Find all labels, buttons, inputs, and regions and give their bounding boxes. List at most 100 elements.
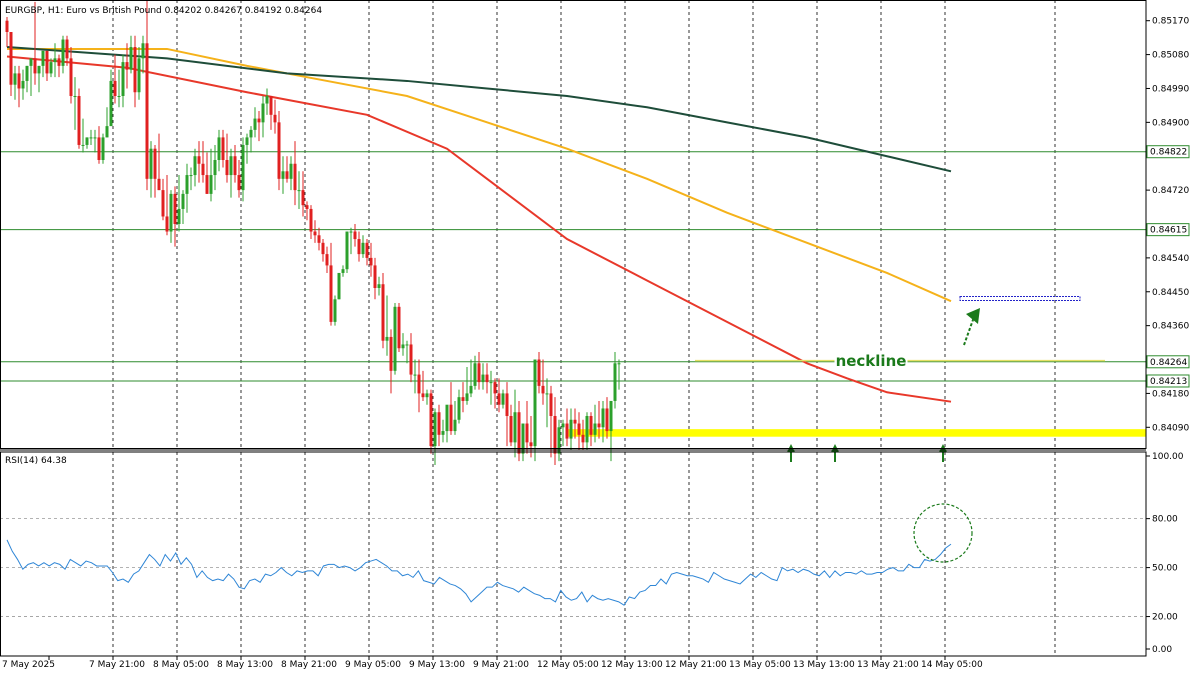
candle-body: [13, 73, 17, 85]
time-tick-label: 12 May 05:00: [537, 660, 599, 670]
candle-body: [573, 419, 577, 424]
candle-body: [437, 412, 441, 435]
candle-body: [521, 423, 525, 454]
candle-body: [501, 393, 505, 405]
candle-body: [209, 175, 213, 194]
candle-body: [9, 32, 13, 85]
candle-body: [393, 306, 397, 371]
price-tick-label: 0.85170: [1152, 17, 1189, 27]
candle-body: [205, 175, 209, 194]
candle-body: [285, 171, 289, 179]
symbol-header: EURGBP, H1: Euro vs British Pound 0.8420…: [5, 6, 322, 16]
candle-body: [105, 126, 109, 138]
candle-body: [613, 363, 617, 401]
time-tick-label: 14 May 05:00: [921, 660, 983, 670]
candle-body: [273, 114, 277, 123]
candle-body: [101, 137, 105, 160]
candle-body: [321, 242, 325, 255]
candle-body: [97, 137, 101, 160]
candle-body: [525, 423, 529, 443]
candle-body: [401, 344, 405, 349]
candle-body: [21, 80, 25, 89]
candle-body: [225, 160, 229, 176]
rsi-highlight-circle: [913, 503, 973, 563]
candle-body: [257, 118, 261, 123]
support-zone: [567, 429, 1146, 437]
candle-body: [361, 242, 365, 255]
candle-body: [609, 400, 613, 432]
candle-body: [289, 163, 293, 179]
candle-body: [341, 269, 345, 273]
candle-body: [377, 284, 381, 288]
candle-body: [593, 423, 597, 435]
candle-body: [385, 336, 389, 341]
time-tick-label: 9 May 21:00: [473, 660, 529, 670]
candle-body: [453, 419, 457, 432]
candle-body: [85, 137, 89, 145]
candle-body: [313, 231, 317, 236]
candle-body: [553, 416, 557, 454]
moving-averages: [6, 46, 952, 403]
candle-body: [493, 382, 497, 394]
price-tick-label: 0.84540: [1152, 254, 1189, 264]
rsi-line: [6, 539, 952, 606]
time-tick-label: 8 May 21:00: [281, 660, 337, 670]
candle-body: [181, 193, 185, 209]
candle-body: [605, 408, 609, 432]
candle-body: [189, 175, 193, 177]
candle-body: [29, 58, 33, 66]
candle-body: [125, 62, 129, 70]
moving-average-line: [6, 46, 952, 173]
rsi-tick-label: 20.00: [1152, 613, 1178, 623]
candle-body: [373, 265, 377, 288]
candle-body: [129, 47, 133, 70]
candle-body: [73, 96, 77, 97]
candle-body: [585, 416, 589, 443]
candle-body: [397, 306, 401, 349]
candle-body: [197, 156, 201, 164]
price-tick-label: 0.84720: [1152, 186, 1189, 196]
candle-body: [353, 231, 357, 240]
candle-body: [17, 73, 21, 89]
candle-body: [217, 137, 221, 160]
candle-body: [77, 96, 81, 145]
candle-body: [469, 385, 473, 394]
candle-body: [517, 412, 521, 454]
candle-body: [421, 393, 425, 398]
time-tick-label: 13 May 05:00: [729, 660, 791, 670]
candle-body: [477, 363, 481, 383]
candle-body: [497, 393, 501, 405]
candle-body: [309, 208, 313, 232]
candle-body: [425, 393, 429, 398]
time-tick-label: 13 May 21:00: [857, 660, 919, 670]
candle-body: [433, 412, 437, 447]
candle-body: [389, 336, 393, 371]
rsi-tick-label: 50.00: [1152, 564, 1178, 574]
candle-body: [317, 235, 321, 243]
candle-body: [381, 284, 385, 341]
candle-body: [249, 129, 253, 138]
candle-body: [93, 137, 97, 139]
candle-body: [25, 65, 29, 81]
candle-body: [277, 122, 281, 179]
candle-body: [81, 144, 85, 146]
price-tick-label: 0.84900: [1152, 118, 1189, 128]
moving-average-line: [6, 55, 952, 403]
candle-body: [145, 43, 149, 179]
candle-body: [57, 58, 61, 66]
candle-body: [417, 374, 421, 394]
price-level-label-box: [1146, 145, 1190, 159]
neckline-label: neckline: [836, 352, 907, 370]
candle-body: [533, 359, 537, 447]
candle-body: [213, 160, 217, 176]
candle-body: [485, 374, 489, 383]
candle-body: [53, 58, 57, 63]
candle-body: [37, 65, 41, 74]
candle-body: [165, 216, 169, 232]
candle-body: [157, 178, 161, 191]
time-tick-label: 9 May 05:00: [345, 660, 401, 670]
time-tick-label: 12 May 21:00: [665, 660, 727, 670]
candle-body: [265, 96, 269, 104]
candle-body: [589, 416, 593, 435]
